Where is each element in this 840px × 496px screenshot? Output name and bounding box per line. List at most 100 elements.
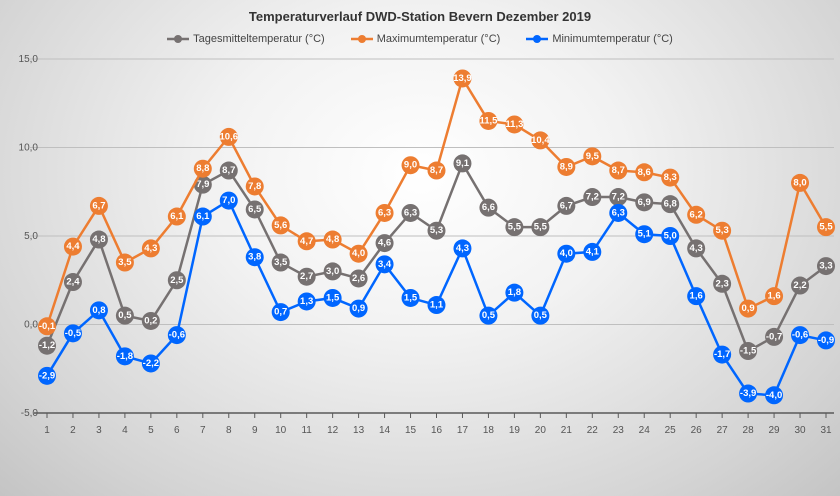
series-2: -2,9 -0,5 0,8 -1,8 -2,2 -0,6 6,1 7,0 3,8 0,7 1,3 1,… bbox=[38, 191, 835, 405]
data-point bbox=[479, 306, 498, 325]
data-label: 1,6 bbox=[690, 291, 703, 302]
data-label: 8,9 bbox=[560, 161, 573, 172]
data-label: -2,2 bbox=[143, 358, 159, 369]
data-label: 8,7 bbox=[430, 165, 443, 176]
data-point bbox=[453, 154, 472, 173]
data-point bbox=[713, 221, 732, 240]
data-label: -1,2 bbox=[39, 340, 55, 351]
data-label: -1,7 bbox=[714, 349, 730, 360]
data-point bbox=[609, 188, 628, 207]
data-point bbox=[687, 205, 706, 224]
x-tick-label: 5 bbox=[148, 425, 154, 436]
data-label: -0,5 bbox=[65, 328, 82, 339]
x-tick-label: 8 bbox=[226, 425, 232, 436]
data-label: 6,9 bbox=[638, 197, 651, 208]
data-label: 4,6 bbox=[378, 238, 391, 249]
data-point bbox=[401, 203, 420, 222]
x-tick-label: 14 bbox=[379, 425, 391, 436]
data-label: 4,1 bbox=[586, 246, 600, 257]
legend-label: Tagesmitteltemperatur (°C) bbox=[193, 33, 325, 45]
data-label: 1,6 bbox=[767, 291, 780, 302]
data-point bbox=[63, 324, 82, 343]
data-point bbox=[583, 188, 602, 207]
data-point bbox=[323, 230, 342, 249]
data-point bbox=[661, 195, 680, 214]
legend: Tagesmitteltemperatur (°C) Maximumtempera… bbox=[0, 33, 840, 45]
y-tick-label: 15,0 bbox=[19, 54, 39, 65]
data-label: 6,2 bbox=[690, 209, 703, 220]
data-point bbox=[38, 317, 56, 336]
data-point bbox=[193, 159, 212, 178]
data-label: 2,7 bbox=[300, 271, 313, 282]
data-label: 6,8 bbox=[664, 199, 677, 210]
data-point bbox=[141, 354, 160, 373]
data-label: 5,3 bbox=[716, 225, 729, 236]
data-label: 6,1 bbox=[196, 211, 210, 222]
data-label: 0,8 bbox=[92, 305, 105, 316]
x-tick-label: 7 bbox=[200, 425, 206, 436]
data-point bbox=[89, 230, 108, 249]
x-tick-label: 18 bbox=[483, 425, 495, 436]
data-label: 4,3 bbox=[456, 243, 469, 254]
data-point bbox=[349, 269, 368, 288]
data-label: 0,5 bbox=[118, 310, 132, 321]
data-point bbox=[141, 239, 160, 258]
data-label: 6,1 bbox=[170, 211, 184, 222]
data-label: 3,0 bbox=[326, 266, 339, 277]
data-point bbox=[427, 296, 446, 315]
x-tick-label: 19 bbox=[509, 425, 521, 436]
data-label: 7,0 bbox=[222, 195, 235, 206]
data-point bbox=[245, 177, 264, 196]
data-point bbox=[479, 198, 498, 217]
x-tick-label: 27 bbox=[717, 425, 729, 436]
x-tick-label: 20 bbox=[535, 425, 547, 436]
data-label: 5,6 bbox=[274, 220, 287, 231]
x-tick-label: 29 bbox=[769, 425, 781, 436]
data-point bbox=[349, 244, 368, 263]
data-label: 5,5 bbox=[508, 222, 522, 233]
data-label: 0,7 bbox=[274, 307, 287, 318]
data-point bbox=[583, 242, 602, 261]
data-point bbox=[635, 193, 654, 212]
legend-label: Maximumtemperatur (°C) bbox=[376, 33, 501, 45]
data-point bbox=[505, 218, 524, 237]
data-point bbox=[453, 239, 472, 258]
data-label: 6,3 bbox=[404, 207, 417, 218]
data-label: 6,5 bbox=[248, 204, 262, 215]
x-tick-label: 17 bbox=[457, 425, 469, 436]
data-point bbox=[583, 147, 602, 166]
data-point bbox=[63, 273, 82, 292]
x-tick-label: 23 bbox=[613, 425, 625, 436]
data-point bbox=[297, 232, 316, 251]
y-tick-label: 10,0 bbox=[19, 143, 39, 154]
x-tick-label: 6 bbox=[174, 425, 180, 436]
x-tick-label: 4 bbox=[122, 425, 128, 436]
data-label: 0,5 bbox=[482, 310, 496, 321]
data-point bbox=[115, 347, 134, 366]
data-label: 8,3 bbox=[664, 172, 677, 183]
data-point bbox=[245, 200, 264, 219]
data-point bbox=[791, 173, 810, 192]
x-tick-label: 1 bbox=[44, 425, 50, 436]
x-tick-label: 30 bbox=[794, 425, 806, 436]
data-label: 9,0 bbox=[404, 160, 417, 171]
data-point bbox=[63, 237, 82, 256]
data-label: 3,5 bbox=[274, 257, 288, 268]
x-tick-label: 24 bbox=[639, 425, 651, 436]
data-point bbox=[453, 69, 472, 88]
data-label: 8,0 bbox=[793, 177, 806, 188]
data-label: -0,6 bbox=[169, 330, 185, 341]
legend-marker-icon bbox=[526, 35, 549, 43]
x-tick-label: 25 bbox=[665, 425, 677, 436]
data-label: -0,9 bbox=[818, 335, 834, 346]
data-label: -1,5 bbox=[740, 346, 757, 357]
data-point bbox=[323, 288, 342, 307]
x-tick-label: 21 bbox=[561, 425, 573, 436]
x-tick-label: 16 bbox=[431, 425, 443, 436]
series-1: -0,1 4,4 6,7 3,5 4,3 6,1 8,8 10,6 7,8 5,6 4,7 4,8 4,… bbox=[38, 69, 835, 336]
data-point bbox=[115, 306, 134, 325]
data-label: 6,3 bbox=[378, 207, 391, 218]
x-tick-label: 2 bbox=[70, 425, 76, 436]
data-point bbox=[167, 207, 186, 226]
data-label: 7,2 bbox=[612, 192, 625, 203]
